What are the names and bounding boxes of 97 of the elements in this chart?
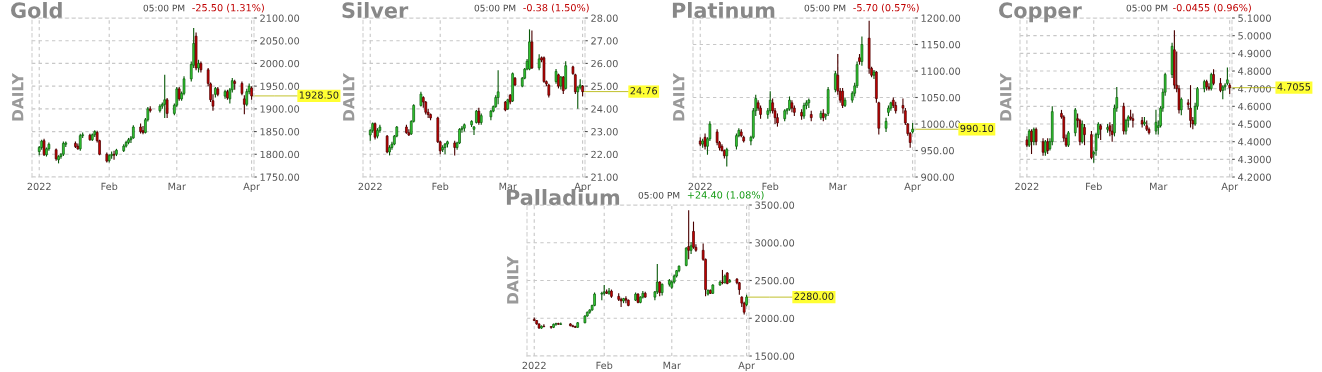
y-tick-label: 1200.00: [921, 14, 961, 22]
x-tick-label: Mar: [168, 182, 186, 191]
text: +24.40 (1.08%): [687, 191, 764, 200]
x-tick-label: Apr: [904, 182, 921, 192]
y-tick-label: 2000.00: [755, 314, 795, 323]
y-tick-label: 1000.00: [921, 120, 961, 128]
y-tick-label: 1150.00: [921, 40, 961, 49]
y-tick-label: 4.6000: [1238, 102, 1271, 111]
y-tick-label: 3000.00: [755, 239, 795, 247]
candlestick: [622, 297, 625, 304]
candlestick: [496, 69, 500, 105]
candlestick: [45, 146, 48, 158]
x-tick-label: Feb: [432, 182, 449, 191]
y-tick-label: 4.3000: [1238, 155, 1271, 164]
candlestick: [141, 125, 145, 135]
chart-title: Platinum: [672, 2, 775, 19]
candlestick: [564, 60, 568, 91]
y-tick-label: 900.00: [921, 173, 954, 181]
y-tick-label: 2500.00: [755, 276, 795, 285]
y-tick-label: 2000.00: [260, 59, 300, 68]
x-tick-label: Mar: [499, 182, 517, 191]
y-tick-label: 4.8000: [1238, 67, 1271, 75]
y-tick-label: 1100.00: [921, 67, 961, 75]
candlestick: [858, 53, 861, 66]
y-tick-label: 24.00: [591, 105, 618, 113]
chart-title: Silver: [342, 2, 409, 19]
y-tick-label: 27.00: [591, 37, 618, 45]
y-axis-title: DAILY: [673, 73, 685, 121]
y-axis-title: DAILY: [343, 73, 355, 121]
x-tick-label: Apr: [1221, 182, 1239, 192]
y-tick-label: 1750.00: [260, 173, 300, 181]
y-tick-label: 1950.00: [260, 82, 300, 90]
y-axis-title: DAILY: [507, 256, 519, 304]
y-tick-label: 4.5000: [1238, 120, 1271, 128]
candlestick: [692, 221, 695, 250]
text: -25.50 (1.31%): [192, 3, 264, 13]
y-tick-label: 2050.00: [260, 37, 300, 45]
annotation: 1928.50: [299, 91, 339, 99]
x-tick-label: Feb: [1086, 182, 1102, 191]
x-tick-label: 2022: [358, 182, 382, 191]
candlestick: [458, 127, 461, 145]
candlestick: [1131, 112, 1135, 129]
x-tick-label: Apr: [243, 182, 260, 192]
x-tick-label: Feb: [762, 182, 779, 191]
chart-subtitle: 05:00 PM: [474, 4, 516, 12]
x-tick-label: Mar: [663, 361, 681, 370]
text: -0.38 (1.50%): [523, 3, 589, 13]
candlestick: [376, 127, 379, 139]
annotation: 990.10: [960, 124, 994, 133]
y-tick-label: 21.00: [591, 173, 618, 181]
y-tick-label: 3500.00: [755, 201, 795, 209]
y-tick-label: 1050.00: [921, 93, 961, 102]
y-tick-label: 1800.00: [260, 150, 300, 159]
text: -0.0455 (0.96%): [1173, 3, 1251, 13]
x-tick-label: Feb: [101, 182, 118, 191]
candlestick: [624, 295, 628, 304]
y-axis-title: DAILY: [1000, 73, 1012, 121]
x-tick-label: 2022: [522, 361, 546, 370]
candlestick: [1207, 82, 1211, 91]
y-tick-label: 950.00: [921, 146, 954, 155]
candlestick: [1062, 114, 1066, 143]
chart-subtitle: 05:00 PM: [638, 191, 680, 199]
candlestick: [1219, 77, 1222, 93]
y-tick-label: 28.00: [591, 14, 618, 22]
y-tick-label: 1900.00: [260, 105, 300, 113]
annotation: 4.7055: [1277, 83, 1311, 91]
y-axis-title: DAILY: [12, 73, 24, 121]
chart-subtitle: 05:00 PM: [143, 4, 185, 12]
x-tick-label: Mar: [829, 182, 847, 191]
x-tick-label: 2022: [1015, 182, 1039, 191]
chart-subtitle: 05:00 PM: [1126, 4, 1168, 12]
y-tick-label: 5.0000: [1238, 32, 1271, 40]
x-tick-label: 2022: [27, 182, 51, 191]
y-tick-label: 25.00: [591, 82, 618, 90]
candlestick: [127, 137, 130, 145]
y-tick-label: 23.00: [591, 128, 618, 136]
chart-subtitle: 05:00 PM: [804, 4, 846, 12]
chart-title: Gold: [11, 2, 62, 19]
x-tick-label: 2022: [688, 182, 712, 191]
annotation: 2280.00: [794, 292, 834, 300]
x-tick-label: Mar: [1150, 182, 1168, 191]
x-tick-label: Apr: [738, 361, 755, 371]
y-tick-label: 1850.00: [260, 128, 300, 136]
y-tick-label: 4.2000: [1238, 173, 1271, 181]
y-tick-label: 1500.00: [755, 352, 795, 360]
y-tick-label: 4.9000: [1238, 49, 1271, 58]
y-tick-label: 4.4000: [1238, 138, 1271, 146]
y-tick-label: 22.00: [591, 150, 618, 159]
candlestick: [1083, 123, 1086, 146]
y-tick-label: 5.1000: [1238, 14, 1271, 22]
candlestick: [826, 86, 830, 117]
chart-title: Copper: [999, 2, 1082, 23]
y-tick-label: 26.00: [591, 59, 618, 68]
x-tick-label: Feb: [596, 361, 613, 370]
text: -5.70 (0.57%): [853, 3, 919, 13]
y-tick-label: 2100.00: [260, 14, 300, 22]
annotation: 24.76: [630, 87, 658, 95]
